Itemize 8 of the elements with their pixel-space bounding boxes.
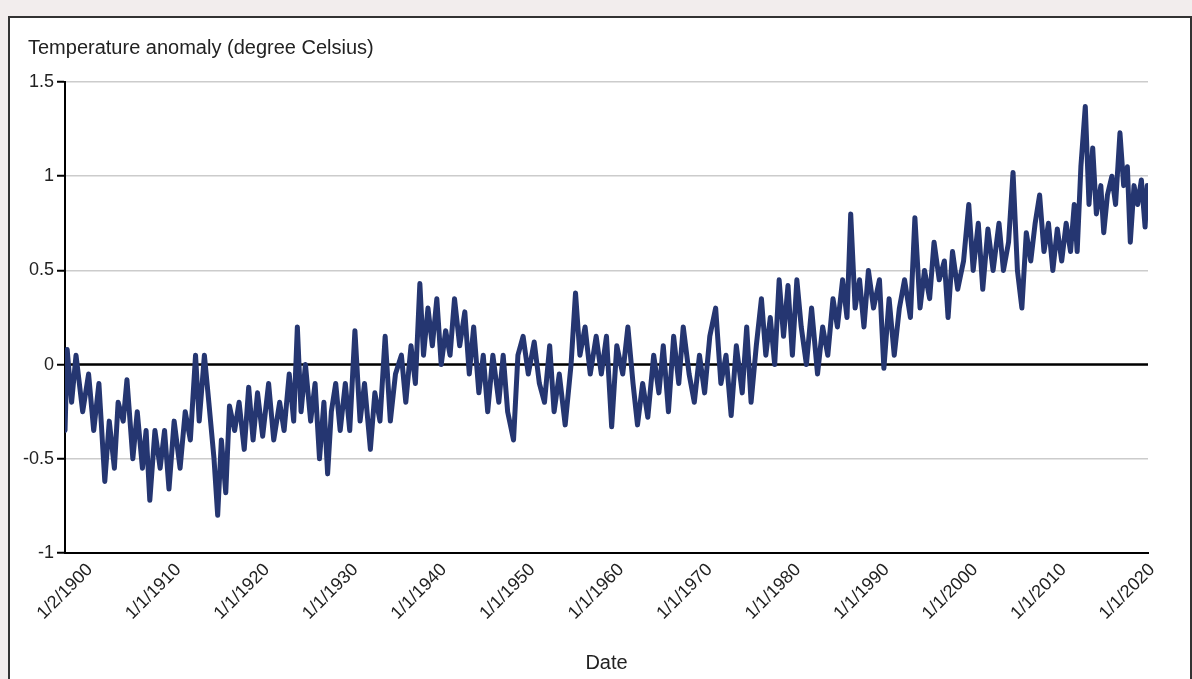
y-tick-label: 0 xyxy=(44,353,55,374)
y-tick-label: 1.5 xyxy=(28,70,55,91)
y-tick-label: -0.5 xyxy=(22,447,55,468)
y-tick-label: -1 xyxy=(38,541,55,562)
y-tick-label: 1 xyxy=(44,165,55,186)
y-axis-title: Temperature anomaly (degree Celsius) xyxy=(28,36,374,59)
y-tick-label: 0.5 xyxy=(28,259,55,280)
x-axis-title: Date xyxy=(585,650,628,673)
